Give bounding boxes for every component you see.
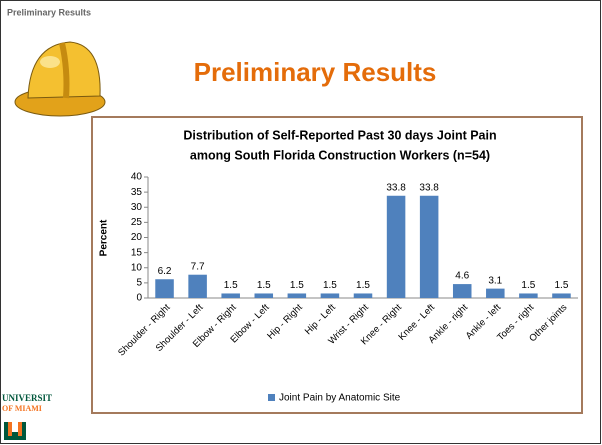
legend-swatch bbox=[268, 394, 275, 401]
bar bbox=[287, 293, 307, 298]
logo-text: OF MIAMI bbox=[2, 404, 42, 413]
bar bbox=[386, 195, 406, 298]
bar bbox=[188, 274, 207, 298]
bar bbox=[320, 293, 340, 298]
chart-frame bbox=[91, 116, 583, 414]
bar bbox=[519, 293, 538, 298]
value-label: 1.5 bbox=[356, 280, 370, 291]
bar bbox=[452, 284, 472, 298]
value-label: 1.5 bbox=[224, 280, 238, 291]
bar bbox=[221, 293, 240, 298]
legend-label: Joint Pain by Anatomic Site bbox=[279, 393, 401, 404]
y-tick-label: 20 bbox=[131, 232, 143, 243]
y-tick-label: 10 bbox=[131, 262, 143, 273]
value-label: 1.5 bbox=[290, 280, 304, 291]
bar bbox=[419, 195, 439, 298]
logo-icon bbox=[4, 422, 26, 440]
bar bbox=[486, 288, 505, 298]
value-label: 7.7 bbox=[191, 261, 205, 272]
bar bbox=[353, 293, 373, 298]
value-label: 6.2 bbox=[158, 266, 172, 277]
bar bbox=[552, 293, 571, 298]
chart-title: Distribution of Self-Reported Past 30 da… bbox=[183, 128, 496, 142]
slide-title: Preliminary Results bbox=[194, 57, 437, 87]
value-label: 3.1 bbox=[488, 275, 502, 286]
value-label: 1.5 bbox=[555, 280, 569, 291]
value-label: 4.6 bbox=[455, 271, 469, 282]
y-tick-label: 40 bbox=[131, 172, 143, 183]
y-tick-label: 25 bbox=[131, 217, 143, 228]
hard-hat-icon bbox=[14, 41, 106, 117]
value-label: 1.5 bbox=[521, 280, 535, 291]
chart-title: among South Florida Construction Workers… bbox=[190, 148, 490, 162]
slide-header: Preliminary Results bbox=[7, 7, 91, 17]
value-label: 33.8 bbox=[419, 182, 439, 193]
value-label: 1.5 bbox=[257, 280, 271, 291]
y-tick-label: 0 bbox=[136, 293, 142, 304]
y-axis-label: Percent bbox=[99, 219, 110, 256]
y-tick-label: 30 bbox=[131, 202, 143, 213]
value-label: 33.8 bbox=[386, 182, 406, 193]
y-tick-label: 15 bbox=[131, 247, 143, 258]
y-tick-label: 35 bbox=[131, 187, 143, 198]
value-label: 1.5 bbox=[323, 280, 337, 291]
logo-text: UNIVERSIT bbox=[2, 393, 52, 403]
y-tick-label: 5 bbox=[136, 278, 142, 289]
bar bbox=[155, 279, 174, 298]
bar bbox=[254, 293, 274, 298]
